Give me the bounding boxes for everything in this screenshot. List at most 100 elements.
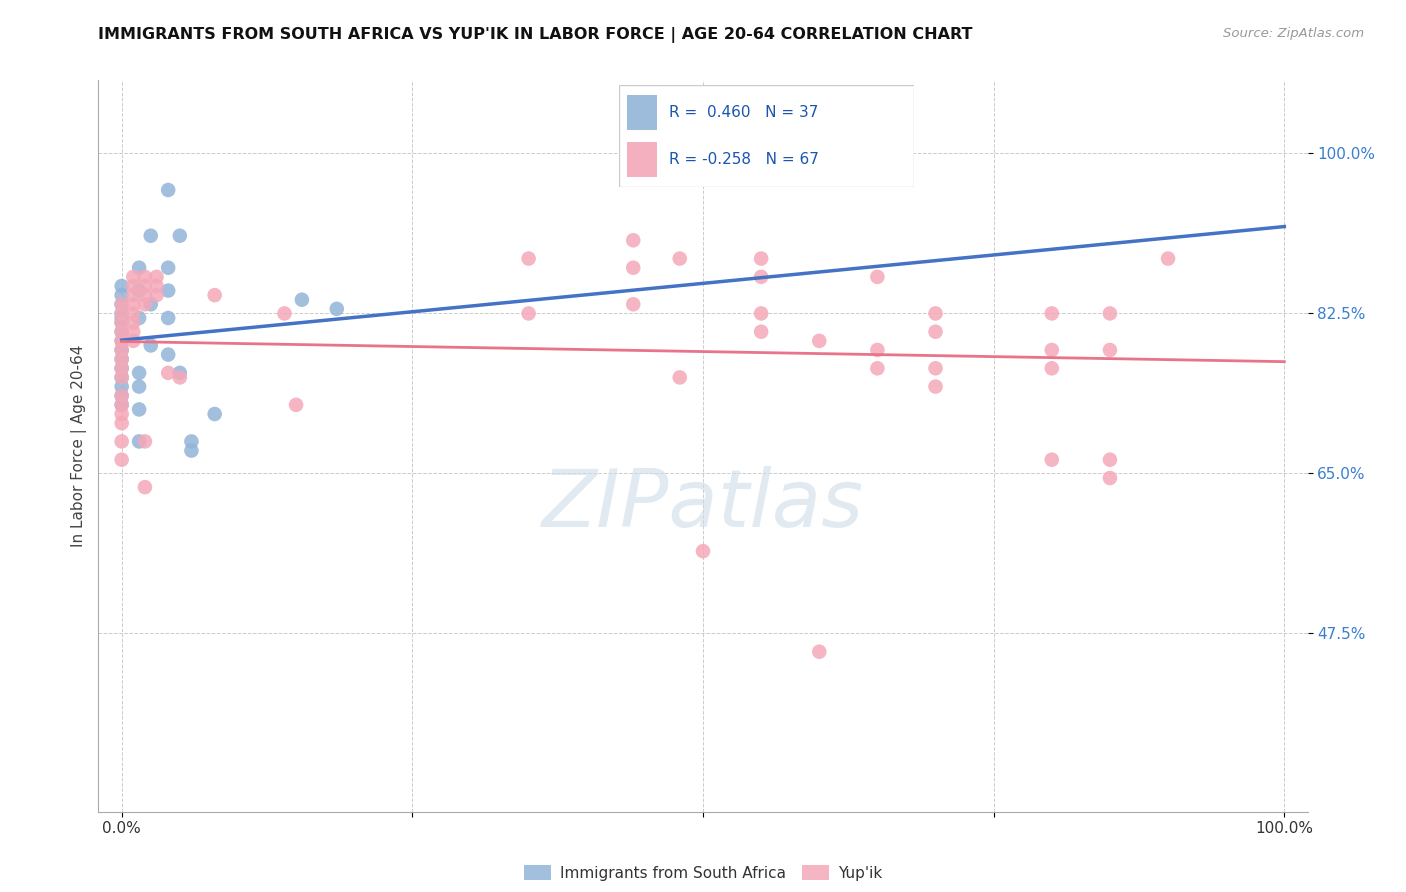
- Point: [122, 334, 145, 348]
- Point: [128, 311, 150, 326]
- Point: [111, 343, 134, 357]
- Point: [111, 434, 134, 449]
- Point: [924, 361, 946, 376]
- Point: [1040, 452, 1063, 467]
- Point: [749, 306, 772, 320]
- Point: [134, 288, 156, 302]
- Point: [157, 260, 180, 275]
- Point: [145, 288, 167, 302]
- Point: [866, 361, 889, 376]
- Point: [139, 338, 162, 352]
- Point: [1098, 471, 1121, 485]
- Point: [111, 352, 134, 367]
- Point: [128, 366, 150, 380]
- Bar: [627, 142, 657, 177]
- Point: [111, 311, 134, 326]
- Y-axis label: In Labor Force | Age 20-64: In Labor Force | Age 20-64: [72, 345, 87, 547]
- Point: [924, 306, 946, 320]
- Legend: Immigrants from South Africa, Yup'ik: Immigrants from South Africa, Yup'ik: [516, 857, 890, 888]
- Point: [1098, 343, 1121, 357]
- Point: [749, 269, 772, 284]
- Point: [621, 297, 644, 311]
- Text: Source: ZipAtlas.com: Source: ZipAtlas.com: [1223, 27, 1364, 40]
- Point: [122, 297, 145, 311]
- Point: [157, 366, 180, 380]
- Point: [749, 325, 772, 339]
- Point: [111, 279, 134, 293]
- Point: [180, 443, 202, 458]
- Text: R = -0.258   N = 67: R = -0.258 N = 67: [669, 153, 818, 167]
- Point: [204, 288, 226, 302]
- Point: [128, 434, 150, 449]
- Point: [111, 361, 134, 376]
- Point: [134, 434, 156, 449]
- Point: [122, 269, 145, 284]
- Point: [145, 279, 167, 293]
- Point: [111, 316, 134, 330]
- Point: [111, 407, 134, 421]
- Point: [517, 306, 540, 320]
- Point: [111, 297, 134, 311]
- Point: [128, 260, 150, 275]
- Point: [111, 325, 134, 339]
- Point: [111, 389, 134, 403]
- Point: [111, 361, 134, 376]
- Point: [111, 452, 134, 467]
- Point: [169, 228, 191, 243]
- Point: [111, 334, 134, 348]
- Point: [157, 183, 180, 197]
- Point: [122, 316, 145, 330]
- Text: IMMIGRANTS FROM SOUTH AFRICA VS YUP'IK IN LABOR FORCE | AGE 20-64 CORRELATION CH: IMMIGRANTS FROM SOUTH AFRICA VS YUP'IK I…: [98, 27, 973, 43]
- Point: [111, 379, 134, 393]
- Point: [145, 269, 167, 284]
- Point: [169, 370, 191, 384]
- Point: [1098, 306, 1121, 320]
- Point: [128, 379, 150, 393]
- Point: [111, 325, 134, 339]
- Point: [866, 343, 889, 357]
- Point: [866, 269, 889, 284]
- Point: [128, 402, 150, 417]
- Point: [134, 297, 156, 311]
- Point: [134, 480, 156, 494]
- Point: [111, 370, 134, 384]
- Point: [621, 260, 644, 275]
- Point: [122, 279, 145, 293]
- Point: [157, 348, 180, 362]
- Point: [668, 370, 690, 384]
- Point: [1157, 252, 1180, 266]
- Point: [204, 407, 226, 421]
- Point: [1040, 361, 1063, 376]
- Text: R =  0.460   N = 37: R = 0.460 N = 37: [669, 105, 818, 120]
- Point: [326, 301, 349, 316]
- Point: [157, 284, 180, 298]
- Point: [111, 316, 134, 330]
- Point: [111, 398, 134, 412]
- Point: [128, 284, 150, 298]
- Point: [111, 352, 134, 367]
- Point: [111, 297, 134, 311]
- Text: ZIPatlas: ZIPatlas: [541, 466, 865, 543]
- Point: [134, 269, 156, 284]
- Point: [111, 370, 134, 384]
- Point: [1098, 452, 1121, 467]
- Point: [668, 252, 690, 266]
- Point: [122, 288, 145, 302]
- Point: [924, 379, 946, 393]
- Point: [111, 306, 134, 320]
- Point: [139, 297, 162, 311]
- Point: [111, 334, 134, 348]
- Point: [111, 398, 134, 412]
- Point: [111, 306, 134, 320]
- Point: [169, 366, 191, 380]
- Point: [139, 228, 162, 243]
- Point: [111, 288, 134, 302]
- Point: [111, 389, 134, 403]
- Point: [122, 306, 145, 320]
- Point: [1040, 306, 1063, 320]
- Point: [157, 311, 180, 326]
- Point: [180, 434, 202, 449]
- Point: [291, 293, 314, 307]
- Point: [517, 252, 540, 266]
- Point: [273, 306, 295, 320]
